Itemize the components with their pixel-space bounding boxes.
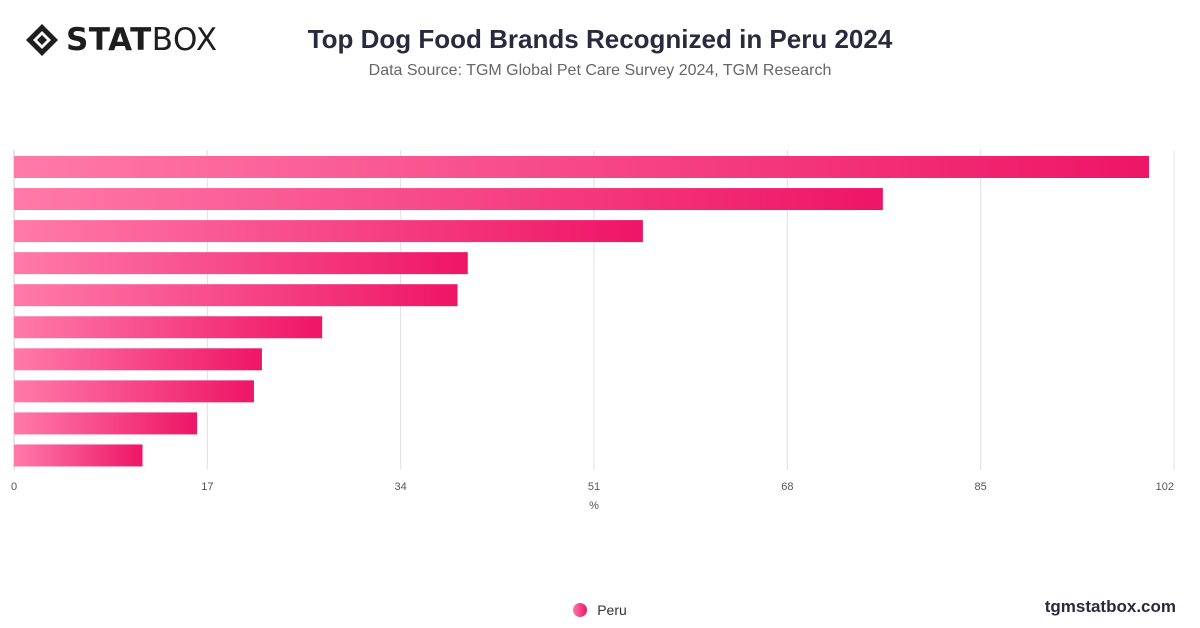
bar [14, 156, 1149, 178]
bar [14, 188, 883, 211]
bar [14, 348, 262, 371]
x-tick-label: 34 [395, 481, 407, 493]
bar [14, 220, 643, 243]
logo-bold-text: STAT [66, 22, 152, 58]
bar [14, 252, 468, 275]
legend-label: Peru [597, 602, 627, 618]
x-tick-label: 51 [588, 481, 600, 493]
legend-swatch [573, 603, 588, 617]
x-axis-label: % [589, 500, 599, 512]
x-axis-ticks: 0 17 34 51 68 85 102 [11, 481, 1174, 493]
bar [14, 380, 254, 403]
x-tick-label: 85 [975, 481, 987, 493]
legend: Peru [0, 602, 1200, 618]
x-tick-label: 68 [781, 481, 793, 493]
statbox-logo: STATBOX [24, 22, 218, 58]
bar [14, 284, 458, 307]
bar [14, 316, 323, 339]
x-tick-label: 17 [201, 481, 213, 493]
logo-wordmark: STATBOX [66, 22, 218, 58]
bar [14, 412, 198, 435]
x-tick-label: 0 [11, 481, 17, 493]
footer-site: tgmstatbox.com [1044, 597, 1176, 616]
chart-subtitle: Data Source: TGM Global Pet Care Survey … [368, 62, 832, 79]
bars [14, 156, 1149, 467]
bar [14, 444, 143, 467]
x-tick-label: 102 [1156, 481, 1174, 493]
chart-title: Top Dog Food Brands Recognized in Peru 2… [307, 24, 893, 54]
diamond-logo-icon [26, 24, 58, 56]
logo-light-text: BOX [151, 22, 218, 58]
